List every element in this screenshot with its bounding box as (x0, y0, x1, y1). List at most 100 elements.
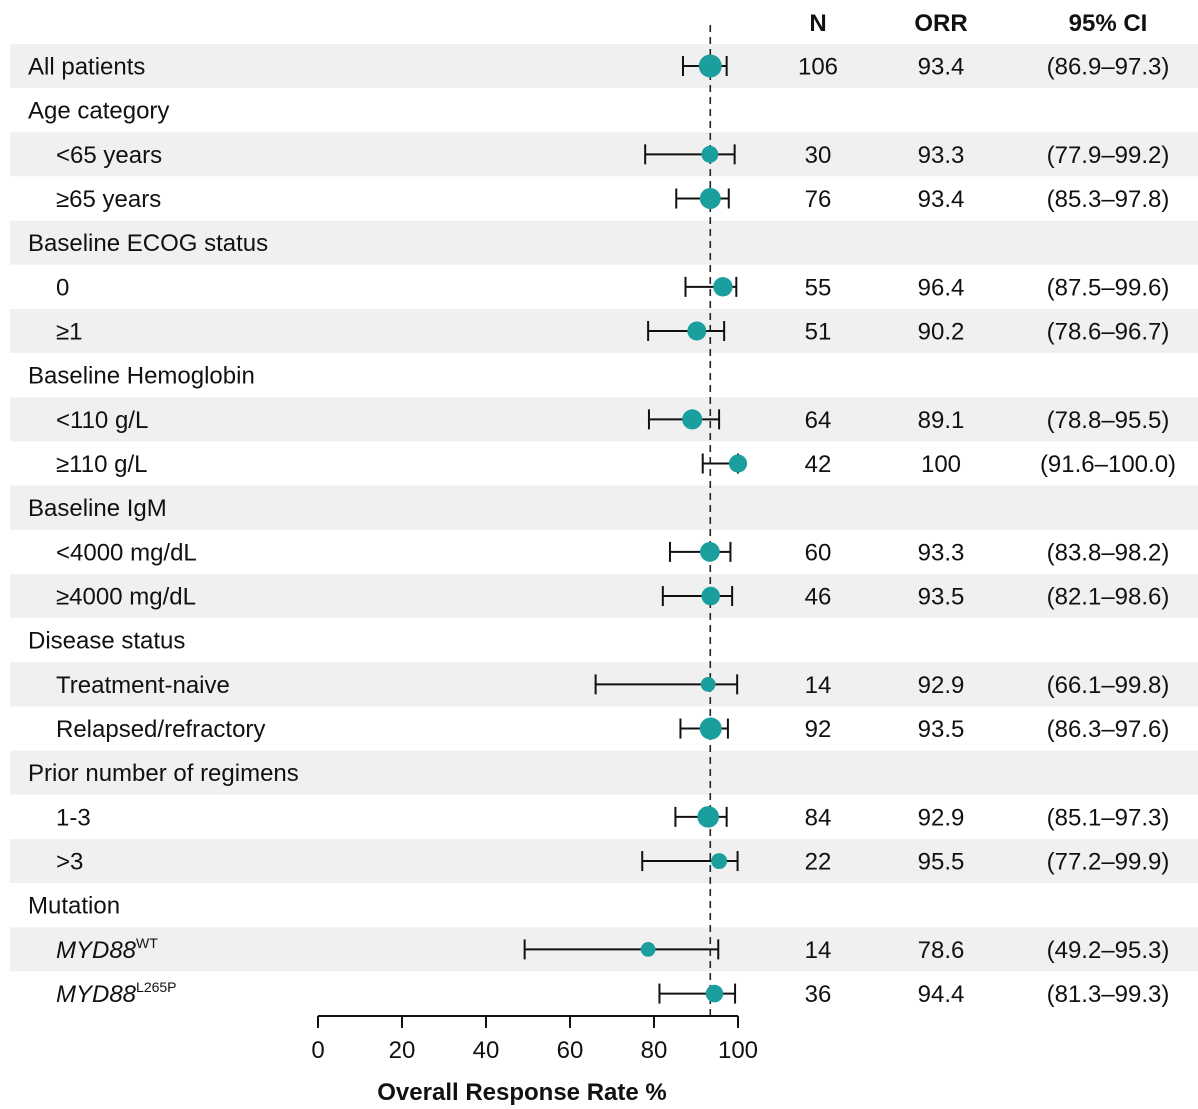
row-label: MYD88WT (56, 935, 158, 964)
orr-value: 96.4 (918, 274, 965, 301)
subgroup-row: MYD88WT 14 78.6 (49.2–95.3) (56, 935, 1169, 964)
row-stripes (10, 44, 1198, 972)
group-header-row: Baseline ECOG status (28, 230, 268, 257)
row-label: <110 g/L (56, 407, 148, 434)
orr-value: 92.9 (918, 672, 965, 699)
x-tick-label: 80 (641, 1037, 668, 1064)
orr-value: 93.4 (918, 54, 965, 81)
forest-rows: All patients 106 93.4 (86.9–97.3) Age catego… (28, 54, 1176, 1009)
group-header-row: Age category (28, 98, 169, 125)
x-tick-label: 40 (473, 1037, 500, 1064)
ci-value: (77.2–99.9) (1047, 849, 1170, 876)
group-label: Disease status (28, 628, 185, 655)
subgroup-row: <65 years 30 93.3 (77.9–99.2) (56, 142, 1169, 169)
row-stripe (10, 132, 1198, 177)
n-value: 92 (805, 716, 832, 743)
row-label: <4000 mg/dL (56, 539, 197, 566)
row-label: All patients (28, 54, 145, 81)
n-value: 46 (805, 584, 832, 611)
group-label: Mutation (28, 893, 120, 920)
n-value: 76 (805, 186, 832, 213)
point-estimate (697, 806, 719, 828)
subgroup-row: <4000 mg/dL 60 93.3 (83.8–98.2) (56, 539, 1169, 566)
point-estimate (699, 188, 721, 210)
row-label: ≥1 (56, 319, 83, 346)
orr-value: 93.5 (918, 584, 965, 611)
point-estimate (728, 454, 748, 473)
n-value: 36 (805, 981, 832, 1008)
point-estimate (699, 541, 720, 562)
subgroup-row: 0 55 96.4 (87.5–99.6) (56, 274, 1169, 301)
orr-value: 93.3 (918, 142, 965, 169)
n-value: 14 (805, 937, 832, 964)
subgroup-row: <110 g/L 64 89.1 (78.8–95.5) (56, 407, 1169, 434)
ci-value: (85.3–97.8) (1047, 186, 1170, 213)
x-tick-label: 20 (389, 1037, 416, 1064)
row-stripe (10, 485, 1198, 530)
label-superscript: WT (136, 935, 158, 951)
ci-value: (91.6–100.0) (1040, 451, 1176, 478)
n-value: 30 (805, 142, 832, 169)
row-label: ≥110 g/L (56, 451, 147, 478)
row-stripe (10, 750, 1198, 795)
group-header-row: Prior number of regimens (28, 760, 299, 787)
point-estimate (711, 853, 728, 870)
point-estimate (682, 409, 703, 430)
group-label: Baseline IgM (28, 495, 167, 522)
row-stripe (10, 574, 1198, 619)
row-stripe (10, 839, 1198, 884)
orr-value: 93.3 (918, 539, 965, 566)
row-stripe (10, 309, 1198, 354)
row-label: <65 years (56, 142, 162, 169)
n-value: 60 (805, 539, 832, 566)
point-estimate (687, 321, 707, 341)
x-tick-label: 0 (311, 1037, 324, 1064)
point-estimate (701, 586, 720, 606)
point-estimate (699, 717, 722, 740)
column-header-orr: ORR (914, 10, 967, 37)
orr-value: 95.5 (918, 849, 965, 876)
group-header-row: Disease status (28, 628, 185, 655)
row-label: ≥65 years (56, 186, 161, 213)
n-value: 42 (805, 451, 832, 478)
ci-value: (81.3–99.3) (1047, 981, 1170, 1008)
n-value: 84 (805, 804, 832, 831)
row-label: 1-3 (56, 804, 91, 831)
row-label: MYD88L265P (56, 979, 177, 1008)
x-axis: 0 20 40 60 80 100 (311, 1015, 758, 1064)
n-value: 64 (805, 407, 832, 434)
n-value: 51 (805, 319, 832, 346)
row-stripe (10, 220, 1198, 265)
subgroup-row: >3 22 95.5 (77.2–99.9) (56, 849, 1169, 876)
row-label: 0 (56, 274, 69, 301)
column-header-n: N (809, 10, 826, 37)
label-superscript: L265P (136, 979, 176, 995)
n-value: 14 (805, 672, 832, 699)
orr-value: 90.2 (918, 319, 965, 346)
point-estimate (698, 54, 722, 78)
row-label: ≥4000 mg/dL (56, 584, 196, 611)
x-axis-label: Overall Response Rate % (377, 1079, 666, 1106)
row-stripe (10, 397, 1198, 442)
subgroup-row: ≥1 51 90.2 (78.6–96.7) (56, 319, 1169, 346)
ci-value: (82.1–98.6) (1047, 584, 1170, 611)
ci-value: (49.2–95.3) (1047, 937, 1170, 964)
n-value: 106 (798, 54, 838, 81)
subgroup-row: ≥4000 mg/dL 46 93.5 (82.1–98.6) (56, 584, 1169, 611)
subgroup-row: ≥65 years 76 93.4 (85.3–97.8) (56, 186, 1169, 213)
ci-value: (87.5–99.6) (1047, 274, 1170, 301)
ci-value: (86.3–97.6) (1047, 716, 1170, 743)
subgroup-row: MYD88L265P 36 94.4 (81.3–99.3) (56, 979, 1169, 1008)
ci-value: (78.6–96.7) (1047, 319, 1170, 346)
point-estimate (713, 277, 733, 297)
column-headers: N ORR 95% CI (809, 10, 1147, 37)
orr-value: 93.5 (918, 716, 965, 743)
group-header-row: Mutation (28, 893, 120, 920)
point-estimate (640, 942, 656, 957)
row-stripe (10, 44, 1198, 88)
ci-value: (66.1–99.8) (1047, 672, 1170, 699)
x-tick-label: 60 (557, 1037, 584, 1064)
point-estimate (705, 984, 724, 1003)
row-label: Treatment-naive (56, 672, 230, 699)
point-estimate (701, 145, 719, 163)
